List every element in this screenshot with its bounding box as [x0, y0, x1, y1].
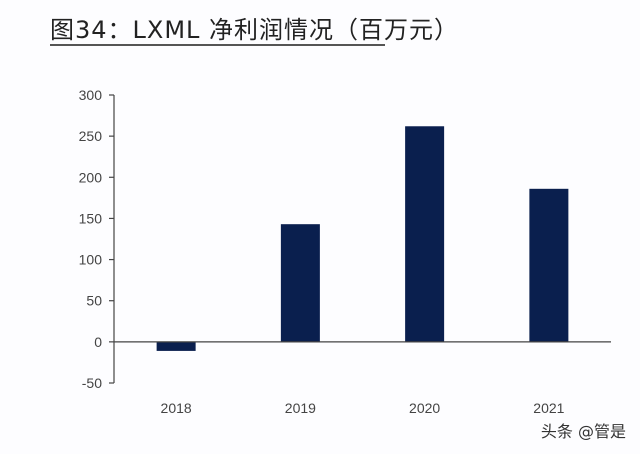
y-tick-label: 200	[79, 169, 103, 185]
watermark: 头条 @管是	[540, 422, 626, 441]
y-axis: 300 250 200 150 100 50 0 -50	[79, 87, 115, 391]
x-tick-label: 2018	[161, 400, 192, 416]
x-tick-label: 2020	[409, 400, 440, 416]
y-tick-label: -50	[82, 375, 102, 391]
bars	[156, 126, 569, 351]
y-tick-label: 250	[79, 128, 103, 144]
bar-2018	[156, 341, 196, 351]
bar-2019	[280, 224, 320, 342]
y-tick-label: 300	[79, 87, 103, 103]
title-underline	[50, 44, 385, 46]
chart-title: 图34：LXML 净利润情况（百万元）	[50, 16, 460, 44]
x-tick-label: 2021	[533, 400, 564, 416]
y-tick-label: 100	[79, 252, 103, 268]
y-tick-label: 150	[79, 210, 103, 226]
bar-2020	[405, 126, 445, 342]
x-tick-label: 2019	[285, 400, 316, 416]
y-tick-label: 50	[86, 293, 102, 309]
bar-2021	[529, 188, 569, 342]
x-axis: 2018 2019 2020 2021	[114, 341, 611, 416]
y-tick-label: 0	[94, 334, 102, 350]
